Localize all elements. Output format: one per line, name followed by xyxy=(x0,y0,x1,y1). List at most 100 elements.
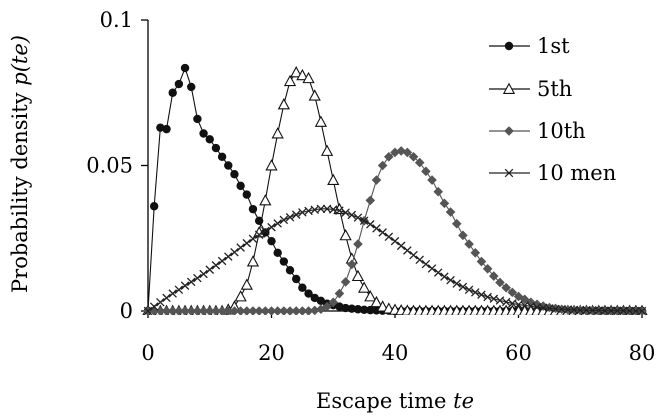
x-axis-label: Escape time xyxy=(316,389,446,413)
y-axis-title: Probability density p(te) xyxy=(8,35,32,293)
data-point xyxy=(427,264,437,273)
data-point xyxy=(211,261,221,270)
data-point xyxy=(285,306,295,315)
data-point xyxy=(372,224,381,233)
data-point xyxy=(187,82,196,92)
legend-label: 10th xyxy=(537,119,586,143)
data-point xyxy=(242,190,251,199)
data-point xyxy=(229,306,240,315)
data-point xyxy=(483,292,492,302)
data-point xyxy=(390,236,400,246)
data-point xyxy=(613,306,622,315)
data-point xyxy=(470,248,481,258)
data-point xyxy=(149,202,159,211)
data-point xyxy=(242,306,252,315)
data-point xyxy=(155,306,166,315)
data-point xyxy=(261,226,270,236)
data-point xyxy=(482,264,493,274)
data-point xyxy=(353,213,363,222)
series-5th xyxy=(142,66,648,315)
legend-label: 10 men xyxy=(537,161,616,185)
data-point xyxy=(631,306,641,315)
series-layer xyxy=(142,63,648,315)
data-point xyxy=(433,268,443,277)
data-point xyxy=(168,289,177,298)
data-point xyxy=(371,175,382,185)
data-point xyxy=(180,306,190,315)
data-point xyxy=(174,79,184,89)
data-point xyxy=(440,272,449,281)
series-line xyxy=(147,66,642,312)
data-point xyxy=(246,255,260,267)
data-point xyxy=(377,160,388,171)
data-point xyxy=(637,306,647,315)
data-point xyxy=(339,228,352,241)
data-point xyxy=(297,306,308,315)
x-tick-label: 60 xyxy=(505,341,532,365)
data-point xyxy=(296,68,309,81)
data-point xyxy=(402,147,413,158)
data-point xyxy=(248,306,258,315)
data-point xyxy=(507,287,518,298)
data-point xyxy=(192,306,203,315)
data-point xyxy=(502,82,516,94)
data-point xyxy=(314,115,328,127)
data-point xyxy=(335,206,344,215)
data-point xyxy=(606,306,616,315)
x-tick-label: 40 xyxy=(382,341,409,365)
legend-item: 10th xyxy=(489,119,586,143)
data-point xyxy=(230,247,239,257)
legend-item: 5th xyxy=(489,77,572,101)
data-point xyxy=(421,166,431,177)
data-point xyxy=(396,241,406,251)
data-point xyxy=(205,265,215,274)
data-point xyxy=(458,230,468,241)
data-point xyxy=(359,305,369,315)
data-point xyxy=(309,305,320,315)
data-point xyxy=(446,275,455,285)
data-point xyxy=(384,151,394,162)
data-point xyxy=(265,159,278,171)
data-point xyxy=(186,277,196,287)
data-point xyxy=(341,303,350,313)
series-line xyxy=(148,71,642,312)
data-point xyxy=(408,151,419,162)
data-point xyxy=(224,252,233,261)
data-point xyxy=(254,230,264,240)
data-point xyxy=(575,305,585,315)
data-point xyxy=(396,146,406,156)
series-10-men xyxy=(143,204,647,315)
data-point xyxy=(340,277,351,287)
data-point xyxy=(303,306,314,315)
data-point xyxy=(347,210,357,220)
data-point xyxy=(409,250,418,260)
tick-labels: 0 0.05 0.1 0 20 40 60 80 xyxy=(86,8,655,365)
data-point xyxy=(266,306,277,315)
data-point xyxy=(204,306,215,315)
data-point xyxy=(234,290,247,302)
x-tick-label: 20 xyxy=(258,341,285,365)
data-point xyxy=(167,306,178,315)
series-1st xyxy=(143,63,647,315)
data-point xyxy=(476,256,487,267)
data-point xyxy=(143,306,153,315)
data-point xyxy=(351,269,365,282)
data-point xyxy=(217,306,227,315)
data-point xyxy=(240,278,253,290)
data-point xyxy=(353,305,363,314)
data-point xyxy=(149,302,159,311)
data-point xyxy=(421,259,431,269)
data-point xyxy=(302,71,315,84)
y-tick-label: 0 xyxy=(120,299,133,323)
data-point xyxy=(149,306,159,315)
data-point xyxy=(504,126,514,136)
data-point xyxy=(439,198,450,209)
data-point xyxy=(211,143,221,153)
data-point xyxy=(161,306,172,315)
legend-label: 1st xyxy=(537,34,570,58)
data-point xyxy=(414,157,425,168)
data-point xyxy=(588,306,597,315)
data-point xyxy=(292,274,301,284)
data-point xyxy=(316,304,326,315)
data-point xyxy=(365,195,376,206)
